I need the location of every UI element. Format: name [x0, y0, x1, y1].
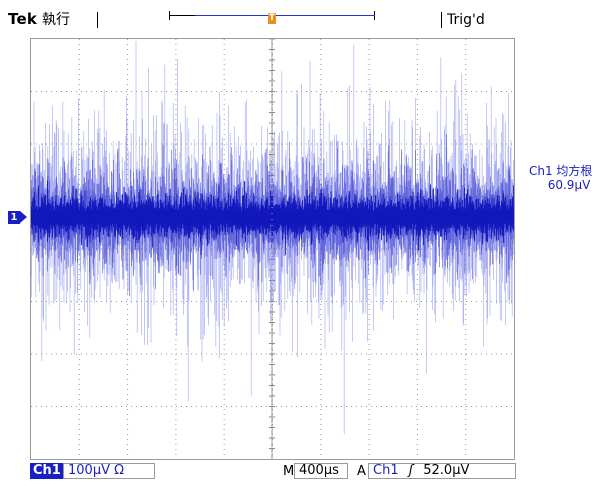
vertical-scale[interactable]: 100μV Ω: [63, 463, 155, 479]
horizontal-scale[interactable]: 400μs: [294, 463, 348, 479]
trigger-level: 52.0μV: [423, 463, 470, 478]
waveform-display[interactable]: [30, 38, 515, 460]
timebase-label: M: [283, 464, 295, 479]
divider: [97, 12, 98, 28]
settings-bar: Ch1 100μV Ω M 400μs A Ch1 ʃ 52.0μV: [30, 462, 615, 480]
rising-edge-icon: ʃ: [408, 463, 414, 478]
channel-1-ground-marker[interactable]: 1: [8, 211, 27, 224]
channel-1-tag[interactable]: Ch1: [30, 463, 64, 479]
run-state: 執行: [42, 12, 70, 28]
record-position-window: [195, 15, 375, 16]
measurement-label: Ch1 均方根: [529, 164, 593, 178]
trigger-source: Ch1: [373, 463, 399, 478]
trigger-position-icon: T: [268, 13, 276, 24]
brand-logo: Tek: [8, 10, 37, 28]
trigger-status: Trig'd: [447, 12, 485, 28]
divider: [441, 12, 442, 28]
waveform-graticule: [31, 39, 514, 459]
measurement-readout: Ch1 均方根 60.9μV: [529, 164, 615, 192]
measurement-value: 60.9μV: [547, 178, 591, 192]
status-bar: Tek 執行 T Trig'd: [0, 0, 615, 30]
trigger-label: A: [357, 464, 366, 479]
brand-and-run-state: Tek 執行: [8, 11, 70, 28]
trigger-settings[interactable]: Ch1 ʃ 52.0μV: [368, 463, 516, 479]
